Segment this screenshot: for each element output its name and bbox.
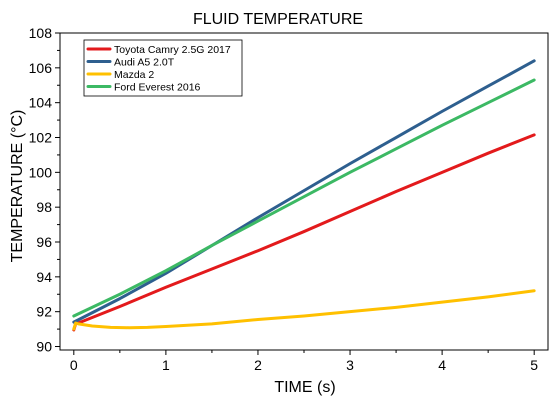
y-tick-label: 102 (29, 130, 53, 146)
legend-label-mazda-2: Mazda 2 (114, 69, 154, 81)
y-tick-label: 100 (29, 164, 53, 180)
legend-label-audi-a5-2-0t: Audi A5 2.0T (114, 56, 175, 68)
series-line-mazda-2 (72, 289, 536, 331)
x-axis-label: TIME (s) (274, 379, 335, 396)
x-tick-label: 3 (346, 357, 354, 373)
y-tick-label: 98 (36, 199, 52, 215)
y-axis-label: TEMPERATURE (°C) (9, 110, 26, 263)
y-tick-label: 94 (36, 269, 52, 285)
chart-title: FLUID TEMPERATURE (193, 11, 363, 28)
series-line-audi-a5-2-0t (72, 59, 536, 324)
legend-label-toyota-camry-2-5g-2017: Toyota Camry 2.5G 2017 (114, 44, 231, 56)
y-tick-label: 90 (36, 339, 52, 355)
x-tick-label: 4 (438, 357, 446, 373)
x-tick-label: 5 (530, 357, 538, 373)
plot-area: 90 92 94 96 98 100 102 104 106 108 0 1 2 3 4 5 (29, 25, 549, 373)
y-tick-label: 92 (36, 304, 52, 320)
y-tick-label: 96 (36, 234, 52, 250)
y-tick-label: 108 (29, 25, 53, 41)
y-tick-label: 104 (29, 95, 53, 111)
x-tick-label: 1 (162, 357, 170, 373)
x-tick-label: 0 (70, 357, 78, 373)
y-tick-label: 106 (29, 60, 53, 76)
x-tick-label: 2 (254, 357, 262, 373)
series-line-ford-everest-2016 (72, 78, 536, 318)
legend-label-ford-everest-2016: Ford Everest 2016 (114, 81, 201, 93)
